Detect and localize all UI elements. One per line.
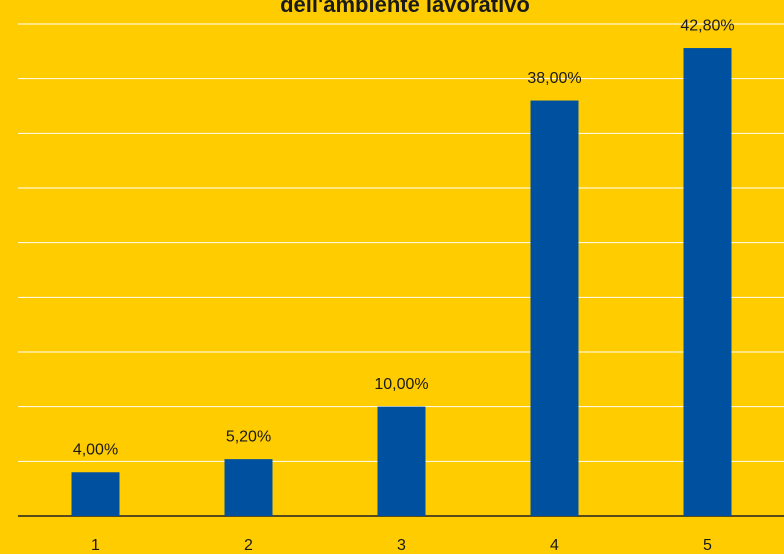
x-tick-label: 1 <box>91 537 100 554</box>
bar <box>377 406 426 516</box>
data-label: 38,00% <box>527 70 581 87</box>
bar <box>224 459 273 516</box>
x-tick-label: 5 <box>703 537 712 554</box>
chart-title: dell'ambiente lavorativo <box>280 0 530 17</box>
x-tick-label: 3 <box>397 537 406 554</box>
data-label: 5,20% <box>226 428 271 445</box>
data-label: 4,00% <box>73 441 118 458</box>
bar <box>683 48 732 516</box>
x-tick-label: 2 <box>244 537 253 554</box>
data-label: 42,80% <box>680 17 734 34</box>
bar <box>71 472 120 516</box>
data-label: 10,00% <box>374 376 428 393</box>
bar <box>530 100 579 517</box>
x-tick-label: 4 <box>550 537 559 554</box>
